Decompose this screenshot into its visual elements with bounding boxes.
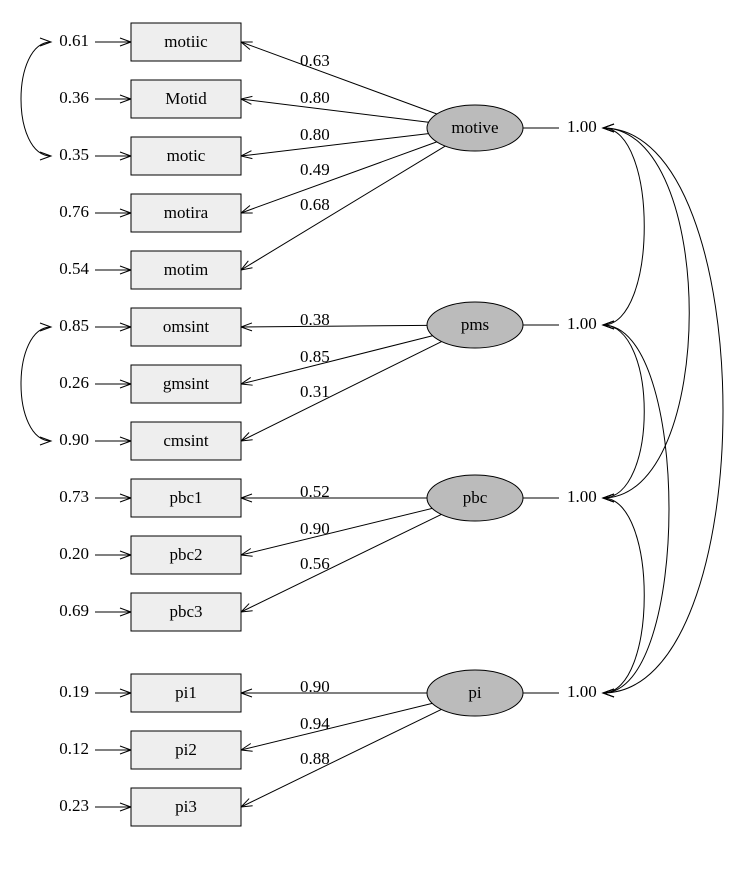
indicator-cmsint: cmsint [131, 422, 241, 460]
loading-value: 0.68 [300, 195, 330, 214]
loading-value: 0.88 [300, 749, 330, 768]
loading-value: 0.85 [300, 347, 330, 366]
latent-pi: pi [427, 670, 523, 716]
variance-value: 1.00 [567, 487, 597, 506]
indicator-motic: motic [131, 137, 241, 175]
variance-value: 1.00 [567, 682, 597, 701]
error-value: 0.23 [59, 796, 89, 815]
indicator-label: pi2 [175, 740, 197, 759]
error-value: 0.35 [59, 145, 89, 164]
loading-value: 0.80 [300, 88, 330, 107]
indicator-pbc1: pbc1 [131, 479, 241, 517]
latent-pbc: pbc [427, 475, 523, 521]
variance-value: 1.00 [567, 314, 597, 333]
error-value: 0.76 [59, 202, 89, 221]
indicator-pi2: pi2 [131, 731, 241, 769]
loading-value: 0.49 [300, 160, 330, 179]
indicator-Motid: Motid [131, 80, 241, 118]
indicator-label: omsint [163, 317, 210, 336]
error-value: 0.36 [59, 88, 89, 107]
latent-motive: motive [427, 105, 523, 151]
error-value: 0.61 [59, 31, 89, 50]
indicator-label: motic [167, 146, 206, 165]
loading-value: 0.63 [300, 51, 330, 70]
latent-label: pms [461, 315, 489, 334]
indicator-motiic: motiic [131, 23, 241, 61]
indicator-gmsint: gmsint [131, 365, 241, 403]
latent-pms: pms [427, 302, 523, 348]
loading-value: 0.38 [300, 310, 330, 329]
indicator-motira: motira [131, 194, 241, 232]
error-value: 0.73 [59, 487, 89, 506]
error-value: 0.85 [59, 316, 89, 335]
indicator-label: motim [164, 260, 208, 279]
error-value: 0.19 [59, 682, 89, 701]
variance-value: 1.00 [567, 117, 597, 136]
error-value: 0.69 [59, 601, 89, 620]
error-value: 0.12 [59, 739, 89, 758]
indicator-label: Motid [165, 89, 207, 108]
indicator-label: pi1 [175, 683, 197, 702]
indicator-label: pi3 [175, 797, 197, 816]
indicator-pbc2: pbc2 [131, 536, 241, 574]
loading-value: 0.80 [300, 125, 330, 144]
indicator-label: motira [164, 203, 209, 222]
latent-label: pi [468, 683, 482, 702]
error-value: 0.90 [59, 430, 89, 449]
indicator-label: pbc3 [169, 602, 202, 621]
loading-value: 0.52 [300, 482, 330, 501]
loading-value: 0.90 [300, 519, 330, 538]
indicator-pbc3: pbc3 [131, 593, 241, 631]
indicator-label: cmsint [163, 431, 209, 450]
indicator-pi3: pi3 [131, 788, 241, 826]
indicator-motim: motim [131, 251, 241, 289]
error-value: 0.54 [59, 259, 89, 278]
indicator-label: pbc1 [169, 488, 202, 507]
loading-value: 0.90 [300, 677, 330, 696]
latent-label: motive [451, 118, 498, 137]
error-value: 0.20 [59, 544, 89, 563]
loading-value: 0.56 [300, 554, 330, 573]
indicator-label: pbc2 [169, 545, 202, 564]
latent-label: pbc [463, 488, 488, 507]
indicator-omsint: omsint [131, 308, 241, 346]
indicator-label: gmsint [163, 374, 210, 393]
loading-value: 0.94 [300, 714, 330, 733]
loading-value: 0.31 [300, 382, 330, 401]
indicator-label: motiic [164, 32, 208, 51]
error-value: 0.26 [59, 373, 89, 392]
indicator-pi1: pi1 [131, 674, 241, 712]
